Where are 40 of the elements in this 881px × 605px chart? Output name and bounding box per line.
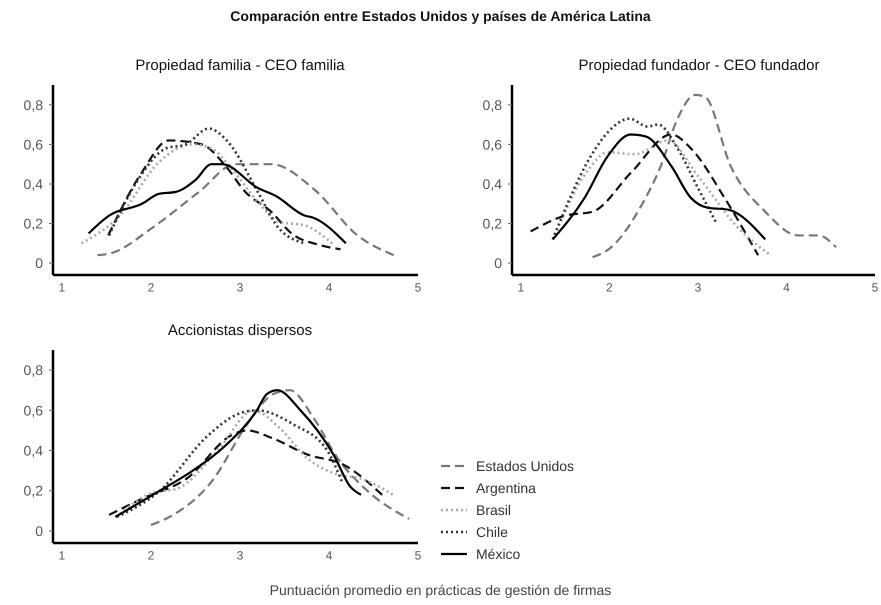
x-tick-label: 4 [326,280,333,295]
x-tick-label: 2 [606,280,614,295]
x-tick-label: 2 [148,548,155,563]
x-tick-label: 3 [694,280,702,295]
x-tick-label: 3 [236,280,244,295]
x-axis-title: Puntuación promedio en prácticas de gestión de firmas [268,582,612,598]
chart-title: Propiedad familia - CEO familia [134,57,346,74]
y-tick-label: 0,2 [24,482,44,499]
y-tick-label: 0,6 [24,136,44,152]
chart-title: Propiedad fundador - CEO fundador [578,57,820,74]
x-tick-label: 4 [326,548,333,563]
x-tick-label: 1 [518,280,525,295]
x-tick-label: 3 [236,548,244,563]
y-tick-label: 0,6 [24,402,44,418]
y-tick-label: 0,4 [24,176,44,192]
x-tick-label: 4 [783,280,790,295]
legend-label: Chile [476,524,508,540]
x-tick-label: 5 [872,280,879,295]
x-tick-label: 5 [414,280,422,295]
y-tick-label: 0 [35,522,44,539]
x-tick-label: 1 [58,548,66,563]
x-tick-label: 5 [414,548,422,563]
legend-label: México [476,546,520,562]
text: Comparación entre Estados Unidos y países de América Latina [229,8,652,24]
legend-label: Argentina [476,480,536,496]
legend-label: Estados Unidos [476,458,574,474]
y-tick-label: 0,8 [24,362,44,378]
y-tick-label: 0,8 [24,96,44,113]
y-tick-label: 0,2 [24,216,44,232]
y-tick-label: 0,4 [24,442,44,459]
y-tick-label: 0 [494,255,502,272]
chart-title: Accionistas dispersos [166,322,314,339]
y-tick-label: 0,8 [482,96,502,113]
legend-label: Brasil [476,502,512,518]
x-tick-label: 1 [58,280,66,295]
y-tick-label: 0,6 [482,136,502,152]
y-tick-label: 0,2 [482,216,502,232]
y-tick-label: 0,4 [482,176,502,192]
x-tick-label: 2 [148,280,155,295]
y-tick-label: 0 [35,255,44,272]
